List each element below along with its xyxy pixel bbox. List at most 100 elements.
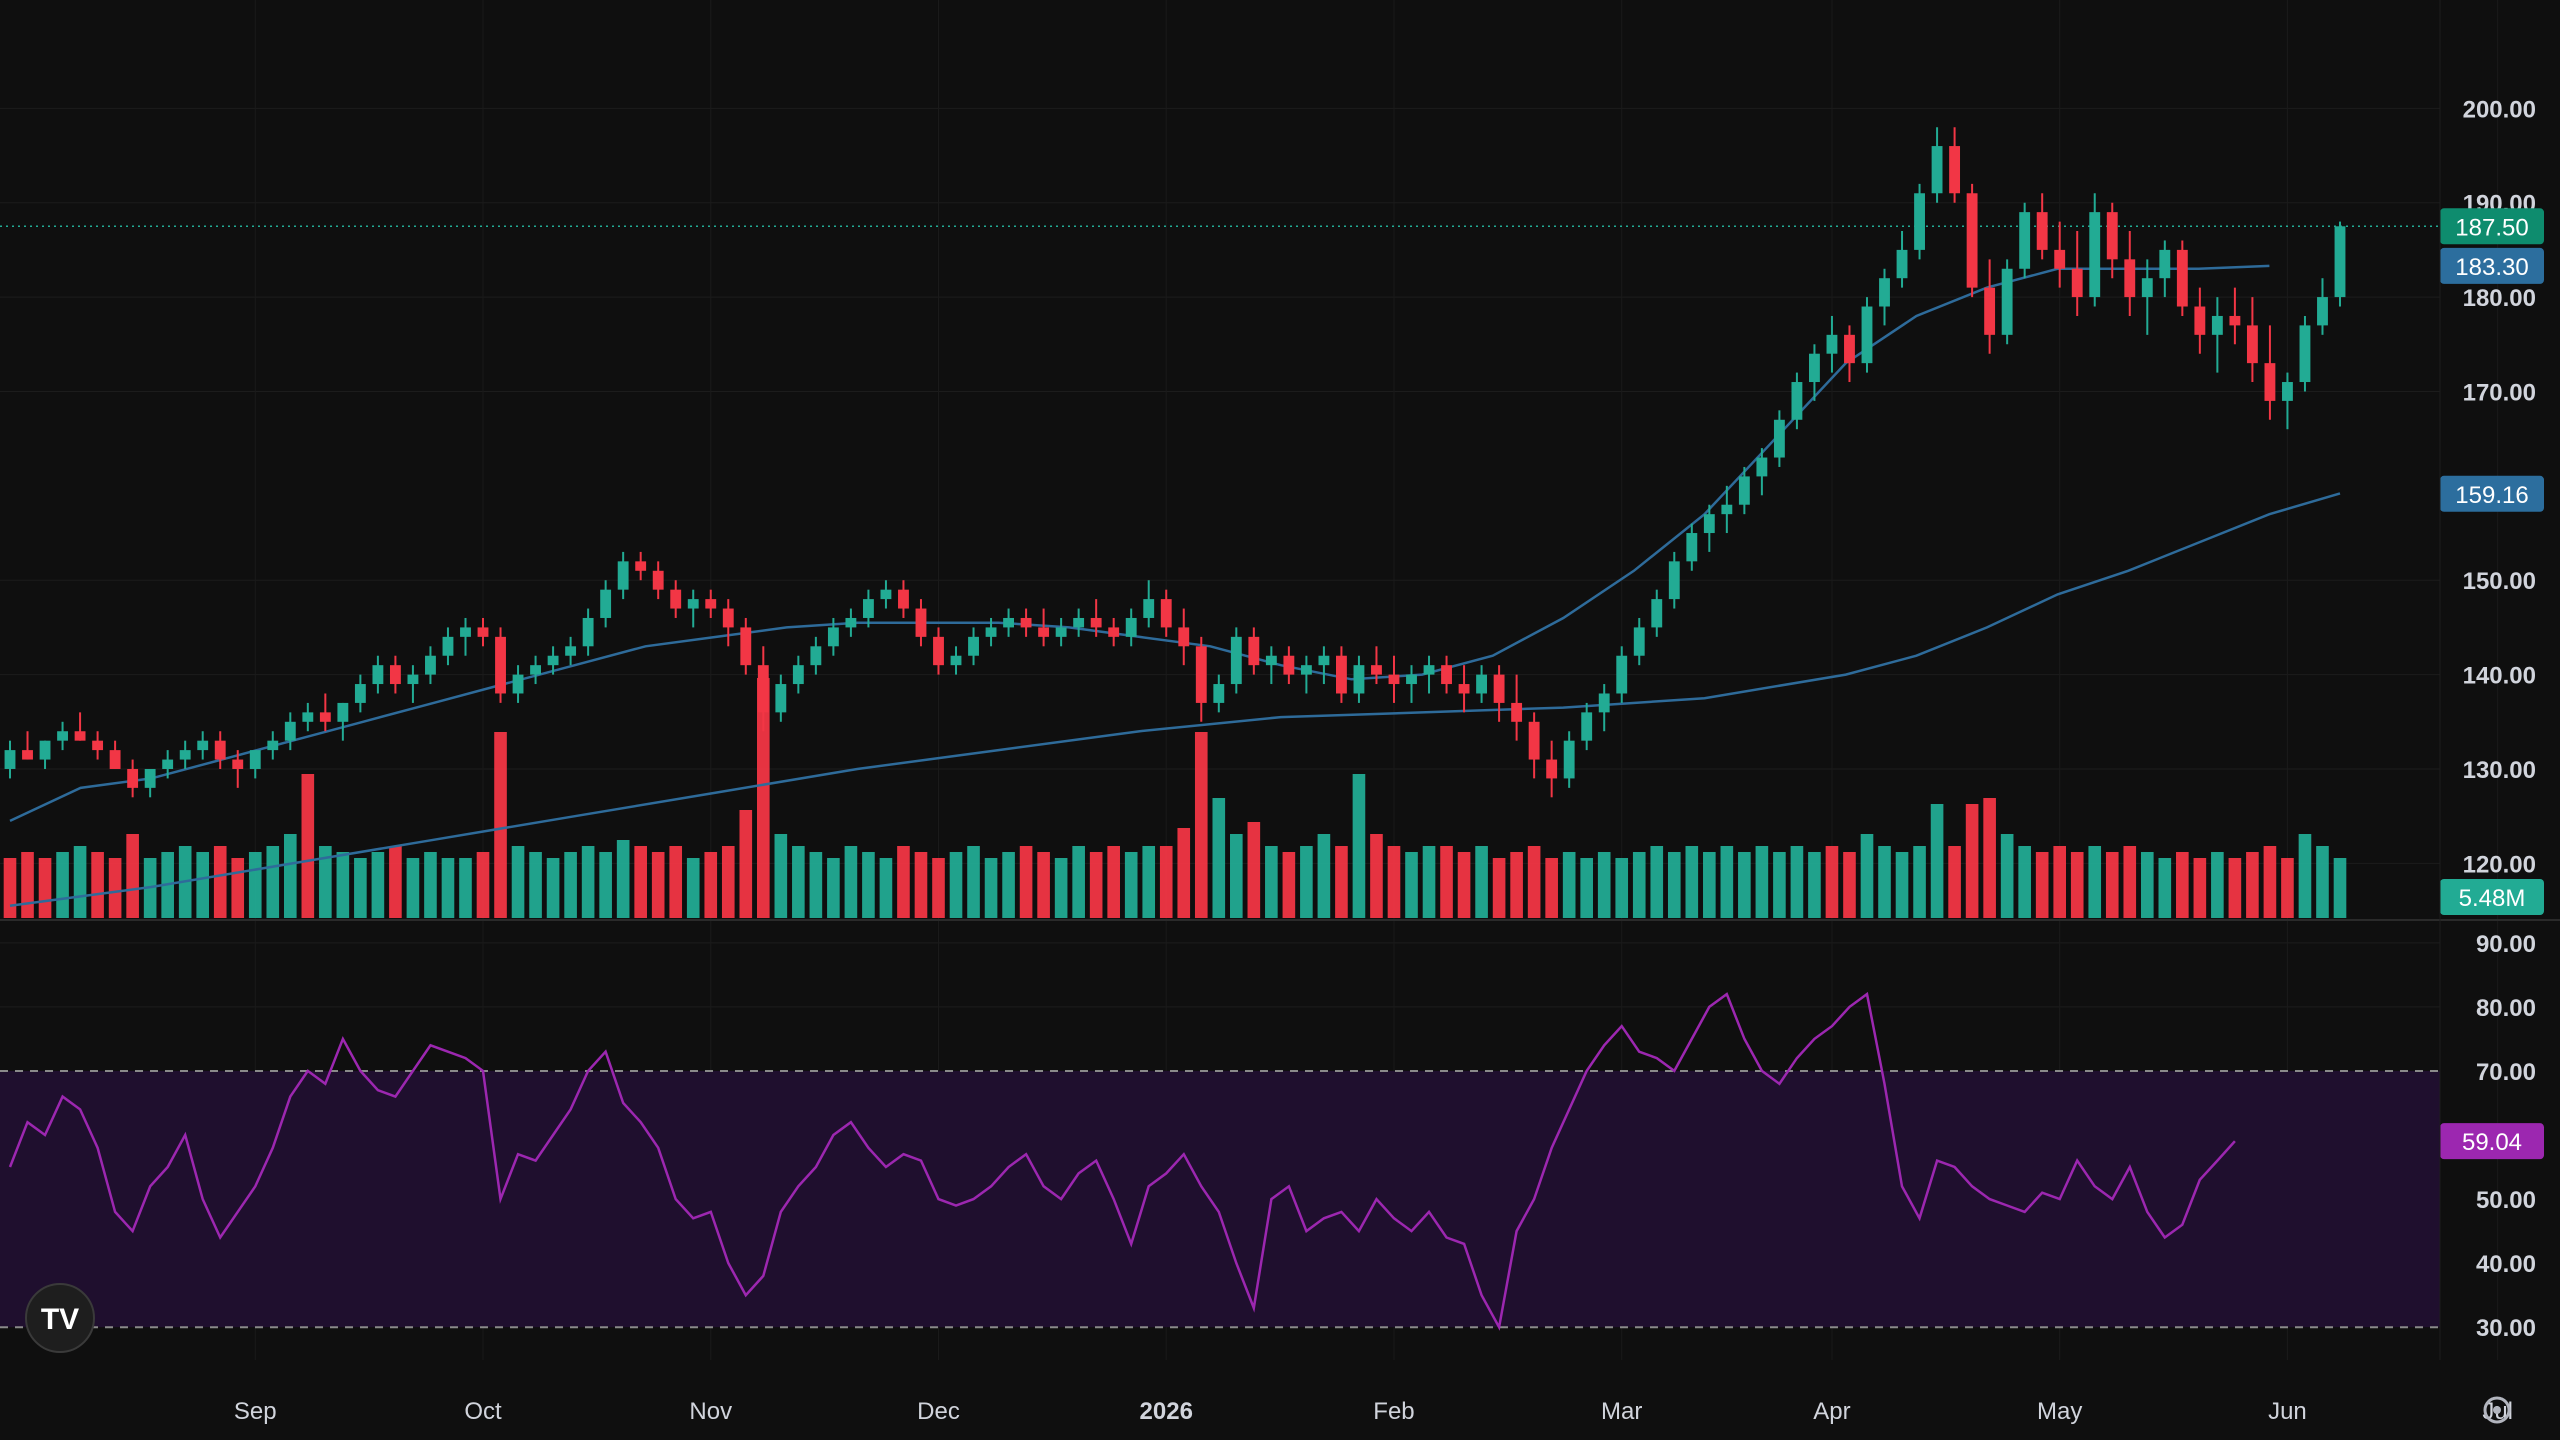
price-tick-label: 120.00 <box>2463 851 2536 878</box>
candle-body <box>1563 740 1575 779</box>
candle-body <box>2106 212 2118 260</box>
rsi-tick-label: 90.00 <box>2476 931 2536 958</box>
volume-bar <box>2333 858 2347 918</box>
volume-bar <box>371 852 385 918</box>
candle-body <box>1546 759 1558 779</box>
volume-bar <box>21 852 34 918</box>
volume-bar <box>2053 846 2067 918</box>
candle-body <box>898 589 909 609</box>
candle-body <box>1213 684 1225 703</box>
candle-body <box>74 731 86 741</box>
candle-body <box>127 768 139 788</box>
candle-body <box>2071 268 2083 298</box>
volume-bar <box>1895 852 1909 918</box>
volume-bar <box>1387 846 1401 918</box>
last-price-tag: 187.50 <box>2455 214 2528 241</box>
candle-body <box>162 759 174 769</box>
candle-body <box>705 599 717 609</box>
candle-body <box>197 740 209 751</box>
ma-fast-line <box>9 264 2270 823</box>
volume-bar <box>1247 822 1261 918</box>
price-tick-label: 130.00 <box>2463 757 2536 784</box>
candle-body <box>740 627 752 666</box>
volume-bar <box>1948 846 1961 918</box>
volume-bar <box>1685 846 1699 918</box>
candle-body <box>354 684 366 703</box>
candle-body <box>1861 306 1873 364</box>
candle-body <box>1178 627 1190 647</box>
candle-body <box>1090 617 1102 628</box>
volume-bar <box>844 846 858 918</box>
volume-bar <box>634 846 647 918</box>
candle-body <box>547 655 559 666</box>
price-tick-label: 170.00 <box>2463 379 2536 406</box>
volume-bar <box>1300 846 1313 918</box>
candle-body <box>1476 674 1488 694</box>
volume-bar <box>2298 834 2312 918</box>
volume-bar <box>1072 846 1085 918</box>
volume-bar <box>2018 846 2031 918</box>
candle-body <box>512 674 524 694</box>
candle-body <box>880 589 892 600</box>
volume-bar <box>862 852 875 918</box>
candle-body <box>495 636 506 694</box>
candle-body <box>2194 306 2206 335</box>
price-tick-label: 200.00 <box>2463 96 2536 123</box>
candle-body <box>845 617 857 628</box>
candle-body <box>1966 193 1978 288</box>
candle-body <box>249 750 261 769</box>
gear-icon[interactable] <box>2483 1396 2511 1424</box>
candle-body <box>1686 533 1698 562</box>
ma-slow-tag-bg <box>2440 475 2544 512</box>
volume-bar <box>108 858 122 918</box>
volume-bar <box>494 732 507 918</box>
candle-body <box>1809 353 1820 383</box>
candle-body <box>2001 268 2013 335</box>
volume-bar <box>1808 852 1821 918</box>
volume-bar <box>2193 858 2207 918</box>
candle-body <box>232 759 244 769</box>
volume-bar <box>1107 846 1120 918</box>
volume-bar <box>1843 852 1856 918</box>
candle-body <box>2299 325 2311 383</box>
volume-bar <box>1492 858 1506 918</box>
candle-body <box>2124 259 2136 298</box>
volume-bar <box>1632 852 1646 918</box>
volume-bar <box>932 858 945 918</box>
time-tick-label: Sep <box>234 1398 277 1425</box>
candle-body <box>1265 655 1277 666</box>
candle-body <box>2089 212 2101 298</box>
rsi-tick-label: 40.00 <box>2476 1251 2536 1278</box>
tradingview-logo[interactable]: TV <box>25 1283 95 1353</box>
ma-slow-line <box>9 492 2341 908</box>
candle-body <box>1721 504 1733 515</box>
volume-bar <box>2316 846 2329 918</box>
volume-bar <box>984 858 998 918</box>
rsi-current-tag: 59.04 <box>2462 1129 2522 1156</box>
candle-body <box>2264 363 2276 401</box>
volume-bar <box>1545 858 1558 918</box>
candle-body <box>2229 315 2241 326</box>
price-tags: 187.50 183.30 159.16 5.48M 59.04 <box>2440 208 2544 1160</box>
candle-body <box>92 740 104 751</box>
volume-bar <box>1755 846 1769 918</box>
rsi-line-layer <box>8 991 2236 1331</box>
candle-body <box>337 702 349 722</box>
candle-body <box>1283 655 1295 675</box>
candle-body <box>565 646 577 656</box>
candle-body <box>425 655 436 675</box>
candle-body <box>214 740 226 760</box>
volume-bar <box>196 852 210 918</box>
candle-body <box>757 665 769 713</box>
candle-body <box>635 561 647 571</box>
rsi-band-layer <box>0 1069 2440 1329</box>
volume-bar <box>1580 858 1593 918</box>
candle-body <box>2176 249 2188 307</box>
volume-bar <box>792 846 805 918</box>
volume-bar <box>1597 852 1611 918</box>
candle-body <box>1423 665 1435 675</box>
volume-bar <box>231 858 245 918</box>
candle-body <box>372 665 384 685</box>
volume-bar <box>897 846 910 918</box>
candle-body <box>4 750 16 769</box>
